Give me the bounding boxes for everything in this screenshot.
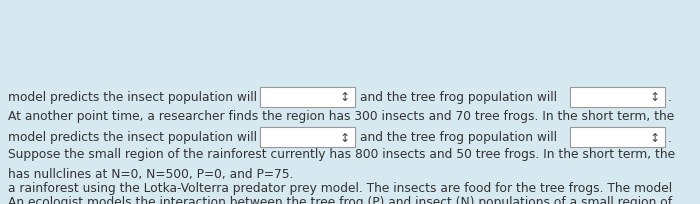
Text: and the tree frog population will: and the tree frog population will xyxy=(360,91,557,104)
Text: ↕: ↕ xyxy=(650,131,660,144)
FancyBboxPatch shape xyxy=(260,88,355,108)
FancyBboxPatch shape xyxy=(260,127,355,147)
Text: An ecologist models the interaction between the tree frog (P) and insect (N) pop: An ecologist models the interaction betw… xyxy=(8,195,672,204)
Text: ↕: ↕ xyxy=(340,91,350,104)
Text: and the tree frog population will: and the tree frog population will xyxy=(360,131,557,144)
Text: At another point time, a researcher finds the region has 300 insects and 70 tree: At another point time, a researcher find… xyxy=(8,110,674,122)
FancyBboxPatch shape xyxy=(570,88,665,108)
Text: model predicts the insect population will: model predicts the insect population wil… xyxy=(8,91,257,104)
Text: .: . xyxy=(668,91,672,104)
Text: .: . xyxy=(668,131,672,144)
Text: ↕: ↕ xyxy=(650,91,660,104)
FancyBboxPatch shape xyxy=(570,127,665,147)
Text: Suppose the small region of the rainforest currently has 800 insects and 50 tree: Suppose the small region of the rainfore… xyxy=(8,147,675,160)
Text: model predicts the insect population will: model predicts the insect population wil… xyxy=(8,131,257,144)
Text: a rainforest using the Lotka-Volterra predator prey model. The insects are food : a rainforest using the Lotka-Volterra pr… xyxy=(8,181,672,194)
Text: has nullclines at N=0, N=500, P=0, and P=75.: has nullclines at N=0, N=500, P=0, and P… xyxy=(8,167,293,180)
Text: ↕: ↕ xyxy=(340,131,350,144)
